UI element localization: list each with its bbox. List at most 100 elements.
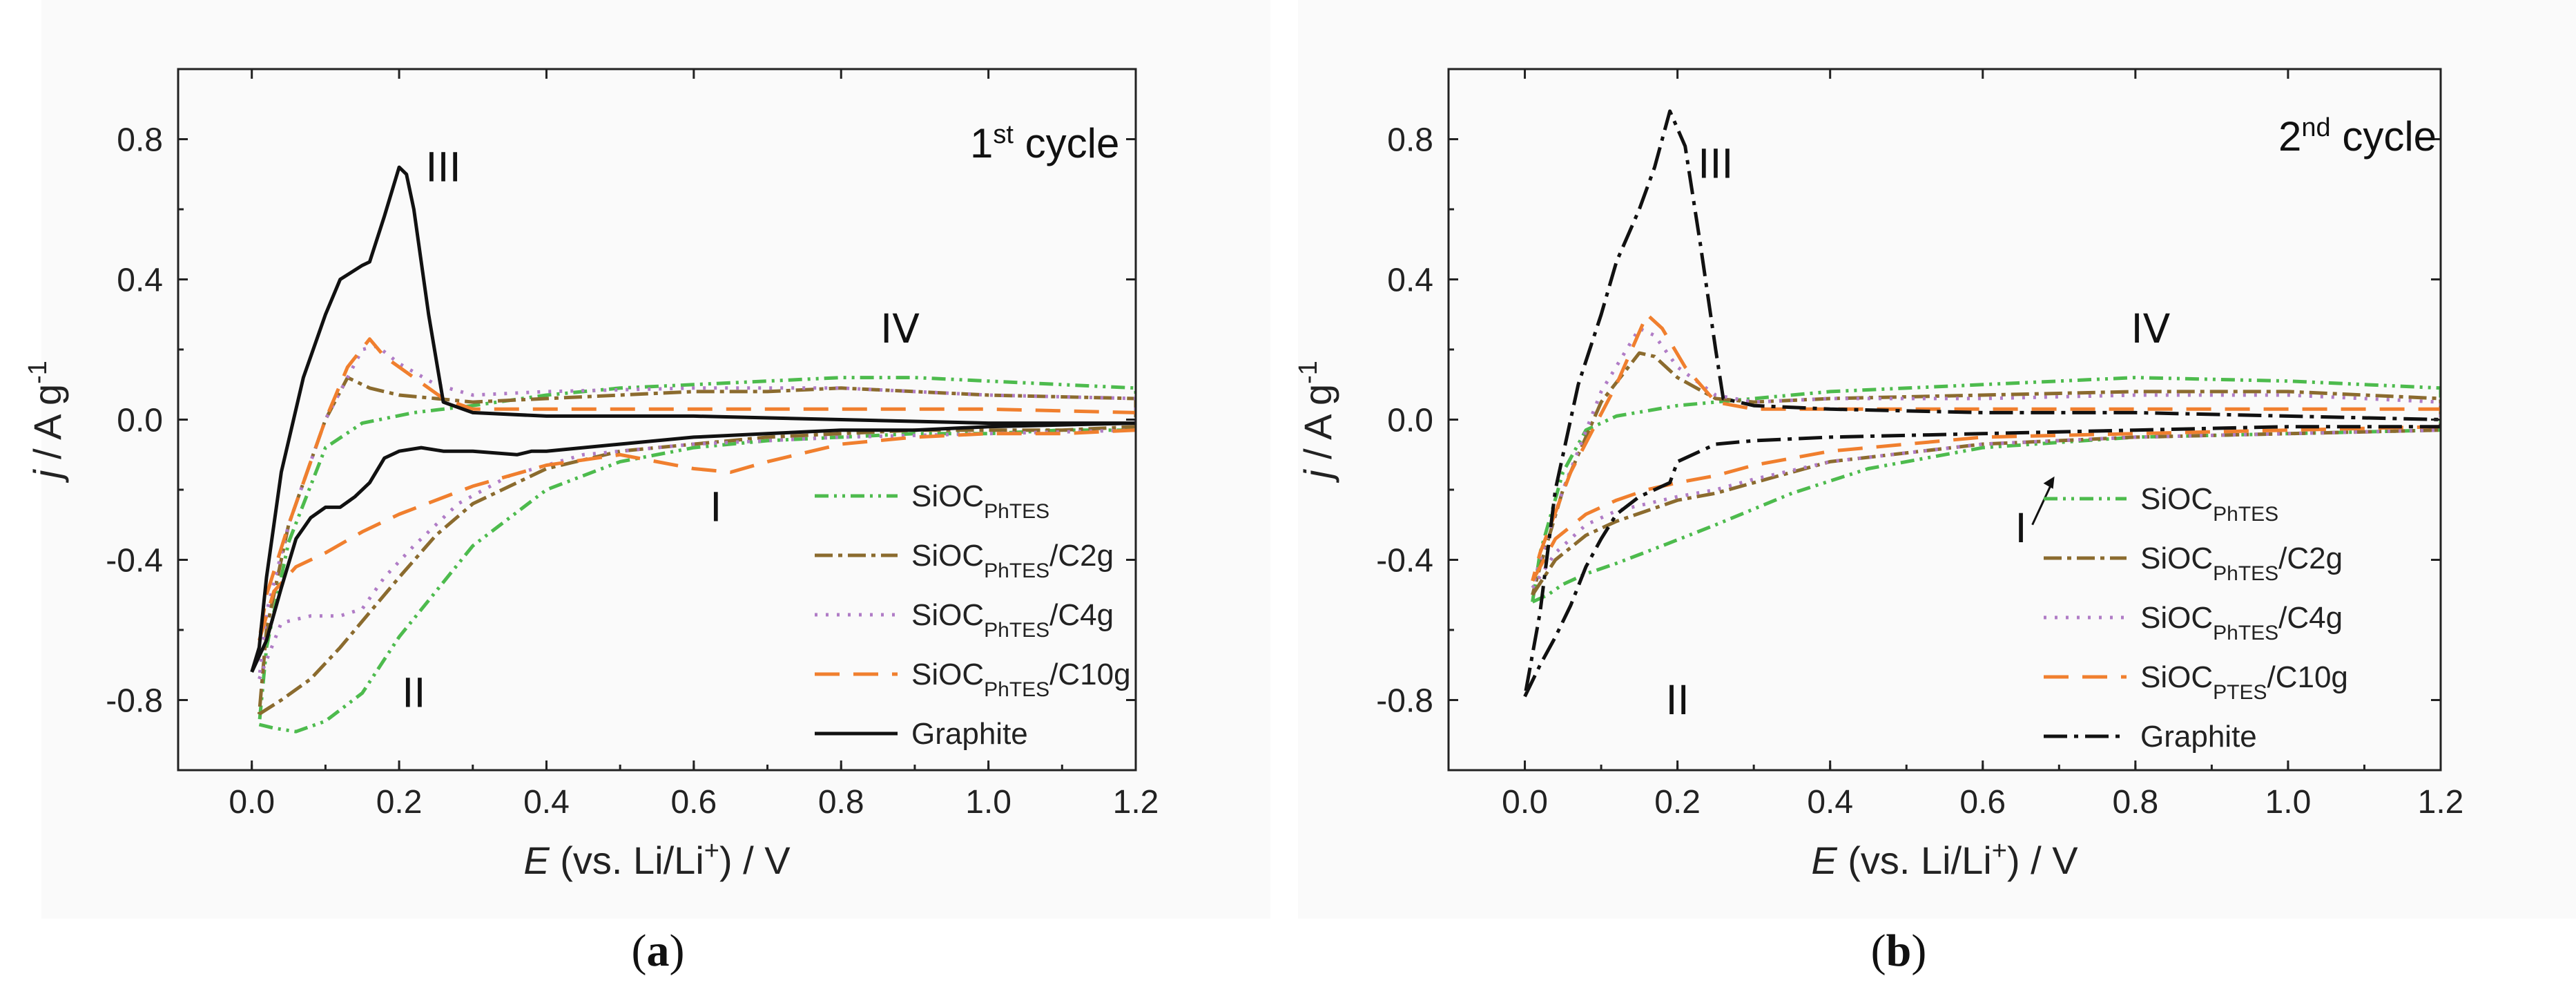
series-line-siocphtes-c10g [257,337,1136,641]
x-tick-label: 0.4 [523,784,570,821]
y-tick-label: -0.8 [1376,683,1433,720]
cycle-word: cycle [1014,120,1119,166]
x-tick-label: 1.2 [2418,784,2464,821]
legend-suffix: /C4g [1049,598,1114,632]
cycle-ordinal: nd [2301,113,2330,142]
x-axis-text: (vs. Li/Li [1837,839,1992,882]
y-tick-label: -0.4 [106,543,163,580]
arrow-head [2043,476,2055,489]
legend-entry: SiOCPhTES/C2g [911,539,1114,582]
legend-name: Graphite [2140,720,2257,754]
legend-name: SiOC [2140,660,2213,694]
x-axis-symbol: E [523,839,550,882]
legend-entry: SiOCPhTES [2140,482,2278,526]
y-tick-label: 0.0 [1387,403,1433,439]
x-axis-sup: + [704,836,719,865]
cycle-number: 1 [970,120,993,166]
y-axis-sup: -1 [1294,361,1323,384]
x-tick-label: 0.6 [1959,784,2006,821]
legend-suffix: /C4g [2278,601,2343,635]
legend-name: SiOC [911,658,984,691]
legend-suffix: /C10g [1049,658,1130,691]
x-axis-unit: ) / V [2007,839,2078,882]
cycle-ordinal: st [993,120,1014,149]
cycle-word: cycle [2331,113,2437,160]
x-tick-label: 0.2 [376,784,423,821]
cycle-number: 2 [2278,113,2301,160]
x-axis-symbol: E [1811,839,1837,882]
series-line-siocphtes [1531,376,2441,604]
y-axis-title: j / A g-1 [23,361,69,484]
caption-open: ( [1871,926,1886,976]
x-tick-label: 0.0 [229,784,275,821]
panel-background [41,0,1270,919]
series-line-siocphtes-c2g [1531,351,2441,596]
legend-entry: SiOCPhTES/C4g [2140,601,2343,644]
legend-entry: Graphite [2140,720,2257,754]
caption-letter: a [647,926,670,976]
peak-label-i: I [710,484,722,531]
y-tick-label: 0.8 [117,122,163,159]
caption-close: ) [1911,926,1926,976]
x-tick-label: 0.8 [2112,784,2158,821]
legend-subscript: PhTES [984,500,1049,523]
x-axis-unit: ) / V [719,839,791,882]
y-tick-label: -0.4 [1376,543,1433,580]
peak-label-i: I [2015,505,2026,552]
series-line-siocphtes-c2g [257,376,1136,716]
caption-close: ) [670,926,685,976]
y-tick-label: 0.4 [1387,262,1433,299]
x-axis-text: (vs. Li/Li [550,839,704,882]
legend-name: SiOC [2140,482,2213,516]
legend-subscript: PhTES [984,619,1049,642]
chart-panel-a: 0.0 0.2 0.4 0.6 0.8 1.0 1.2 -0.8 -0.4 0.0 0.4 0.8 E … [23,0,1270,919]
x-tick-label: 0.2 [1654,784,1701,821]
chart-panel-b: 0.0 0.2 0.4 0.6 0.8 1.0 1.2 -0.8 -0.4 0.0 0.4 0.8 E … [1294,0,2576,919]
legend-entry: SiOCPhTES/C4g [911,598,1114,642]
legend-name: SiOC [2140,542,2213,575]
peak-label-iv: IV [2131,305,2171,352]
y-tick-label: 0.4 [117,262,163,299]
legend-entry: SiOCPhTES [911,479,1049,523]
legend-suffix: /C2g [1049,539,1114,573]
legend-name: Graphite [911,717,1028,751]
legend-subscript: PhTES [984,559,1049,582]
y-tick-label: 0.0 [117,403,163,439]
series-group [250,165,1136,734]
x-tick-label: 0.8 [818,784,864,821]
legend-name: SiOC [911,539,984,573]
legend-subscript: PhTES [2213,622,2278,644]
legend-suffix: /C2g [2278,542,2343,575]
x-tick-label: 1.0 [965,784,1011,821]
series-line-siocphtes [257,376,1136,734]
x-tick-label: 1.2 [1113,784,1159,821]
x-tick-label: 0.0 [1502,784,1548,821]
legend-name: SiOC [911,598,984,632]
x-tick-label: 0.4 [1807,784,1853,821]
panel-caption: (b) [1871,926,1927,976]
y-axis-text: / A g [1296,384,1339,470]
peak-label-iii: III [425,144,461,191]
y-axis-sup: -1 [23,361,52,384]
series-group [1523,109,2441,698]
legend-suffix: /C10g [2267,660,2347,694]
y-tick-label: -0.8 [106,683,163,720]
legend-name: SiOC [2140,601,2213,635]
cycle-title: 1st cycle [970,120,1119,166]
arrow-shaft [2031,483,2053,526]
legend-name: SiOC [911,479,984,513]
panel-background [1298,0,2576,919]
peak-label-ii: II [402,670,425,717]
legend-entry: SiOCPTES/C10g [2140,660,2348,704]
legend-entry: SiOCPhTES/C2g [2140,542,2343,585]
y-tick-label: 0.8 [1387,122,1433,159]
legend-entry: SiOCPhTES/C10g [911,658,1131,701]
caption-open: ( [632,926,647,976]
x-axis-title: E (vs. Li/Li+) / V [1811,836,2078,882]
peak-label-iv: IV [880,305,920,352]
x-tick-label: 1.0 [2265,784,2312,821]
caption-letter: b [1886,926,1912,976]
x-tick-label: 0.6 [670,784,717,821]
y-axis-text: / A g [26,384,69,470]
